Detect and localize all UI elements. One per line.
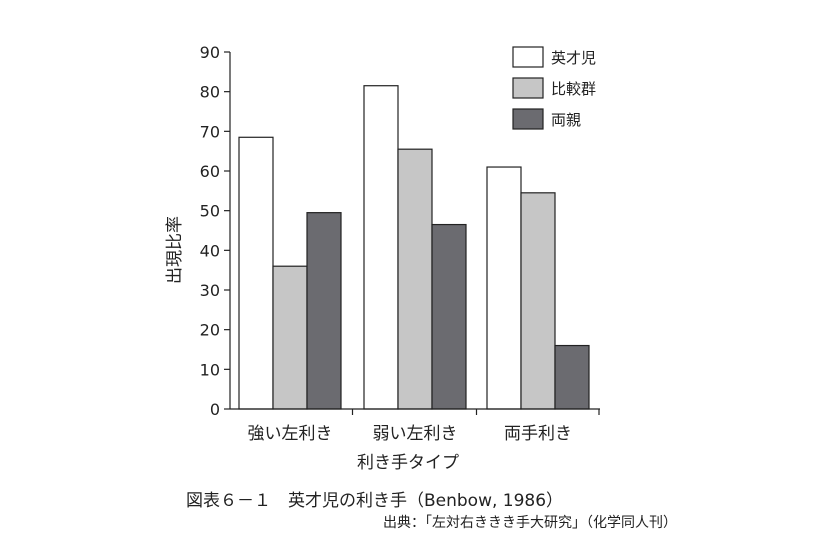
- y-tick-label: 70: [200, 122, 220, 141]
- figure-source: 出典：「左対右ききき手大研究」（化学同人刊）: [383, 515, 677, 531]
- y-tick-label: 20: [200, 321, 220, 340]
- legend-label: 両親: [551, 111, 581, 129]
- y-tick-label: 60: [200, 162, 220, 181]
- legend-swatch: [512, 46, 544, 68]
- bar-2-3: [520, 192, 556, 410]
- bar-1-1: [238, 136, 274, 410]
- bar-3-3: [554, 344, 590, 410]
- legend-label: 比較群: [551, 80, 596, 98]
- legend-swatch: [512, 108, 544, 130]
- bar-3-1: [306, 212, 342, 410]
- y-axis: 0 10 20 30 40 50 60 70 80 90: [200, 43, 231, 419]
- x-axis-title: 利き手タイプ: [357, 453, 459, 473]
- figure-caption: 図表６－１ 英才児の利き手（Benbow, 1986）: [186, 491, 564, 511]
- x-axis: 強い左利き 弱い左利き 両手利き: [230, 408, 600, 444]
- x-category-label: 弱い左利き: [373, 424, 458, 444]
- y-axis-title: 出現比率: [165, 216, 185, 284]
- bar-2-1: [272, 265, 308, 410]
- bar-2-2: [397, 148, 433, 410]
- bar-chart: 0 10 20 30 40 50 60 70 80 90 強い左利き 弱い左利き 両手利き 利き手タイ…: [165, 43, 600, 473]
- y-tick-label: 50: [200, 202, 220, 221]
- x-category-label: 強い左利き: [248, 424, 333, 444]
- y-tick-label: 80: [200, 83, 220, 102]
- legend-label: 英才児: [551, 49, 596, 67]
- y-tick-label: 10: [200, 360, 220, 379]
- bar-1-3: [486, 166, 522, 410]
- y-tick-label: 30: [200, 281, 220, 300]
- x-category-label: 両手利き: [504, 424, 572, 444]
- legend-swatch: [512, 77, 544, 99]
- y-tick-label: 90: [200, 43, 220, 62]
- bars: [238, 85, 590, 410]
- bar-3-2: [431, 223, 467, 410]
- bar-1-2: [363, 85, 399, 410]
- y-tick-label: 40: [200, 241, 220, 260]
- y-tick-label: 0: [210, 400, 220, 419]
